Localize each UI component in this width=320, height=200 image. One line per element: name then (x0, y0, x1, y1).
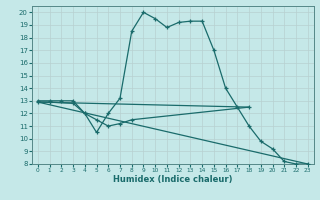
X-axis label: Humidex (Indice chaleur): Humidex (Indice chaleur) (113, 175, 233, 184)
